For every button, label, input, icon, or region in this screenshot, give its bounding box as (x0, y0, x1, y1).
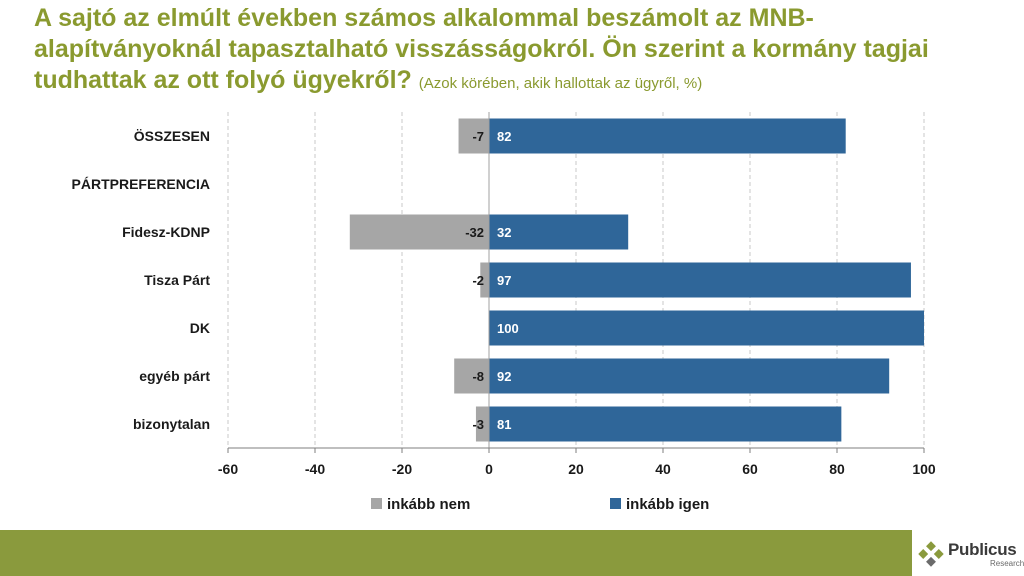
category-label: Tisza Párt (144, 272, 210, 288)
category-label: ÖSSZESEN (134, 128, 210, 144)
bar-inkabb-igen (489, 118, 846, 154)
x-tick-label: 0 (485, 461, 493, 477)
x-tick-label: -60 (218, 461, 238, 477)
bar-inkabb-nem (454, 358, 489, 394)
category-label: Fidesz-KDNP (122, 224, 210, 240)
x-tick-label: 80 (829, 461, 845, 477)
bar-inkabb-igen (489, 214, 629, 250)
data-label: 92 (497, 369, 511, 384)
data-label: -8 (472, 369, 484, 384)
publicus-logo-icon (918, 541, 944, 567)
data-label: 32 (497, 225, 511, 240)
bar-inkabb-nem (480, 262, 489, 298)
bar-inkabb-nem (458, 118, 489, 154)
x-tick-label: 40 (655, 461, 671, 477)
data-label: 82 (497, 129, 511, 144)
data-label: 100 (497, 321, 519, 336)
bar-chart: ÖSSZESEN -7 82 PÁRTPREFERENCIA Fidesz-KDNP -3… (72, 112, 936, 513)
brand-subtitle: Research (990, 559, 1024, 568)
legend-label: inkább nem (387, 496, 470, 513)
chart-subtitle: (Azok körében, akik hallottak az ügyről,… (418, 75, 703, 92)
legend-swatch-inkabb-igen (610, 498, 621, 509)
bar-inkabb-igen (489, 310, 924, 346)
bar-inkabb-igen (489, 262, 911, 298)
bar-inkabb-nem (349, 214, 489, 250)
category-label: DK (190, 320, 210, 336)
chart-title: A sajtó az elmúlt években számos alkalom… (34, 3, 994, 99)
bar-inkabb-igen (489, 406, 842, 442)
brand-name: Publicus (948, 540, 1017, 559)
bar-inkabb-nem (475, 406, 489, 442)
x-tick-label: 100 (912, 461, 936, 477)
data-label: -32 (465, 225, 484, 240)
data-label: -3 (472, 417, 484, 432)
footer-bar (0, 530, 1024, 576)
chart-title-main: A sajtó az elmúlt években számos alkalom… (34, 4, 929, 94)
data-label: 97 (497, 273, 511, 288)
legend-label: inkább igen (626, 496, 709, 513)
data-label: -2 (472, 273, 484, 288)
publicus-logo: Publicus Research (912, 530, 1024, 576)
x-tick-label: 60 (742, 461, 758, 477)
category-label: egyéb párt (139, 368, 210, 384)
category-label: PÁRTPREFERENCIA (72, 176, 210, 192)
legend-swatch-inkabb-nem (371, 498, 382, 509)
x-tick-label: -40 (305, 461, 325, 477)
data-label: 81 (497, 417, 511, 432)
data-label: -7 (472, 129, 484, 144)
category-label: bizonytalan (133, 416, 210, 432)
bar-inkabb-igen (489, 358, 890, 394)
x-tick-label: -20 (392, 461, 412, 477)
x-tick-label: 20 (568, 461, 584, 477)
